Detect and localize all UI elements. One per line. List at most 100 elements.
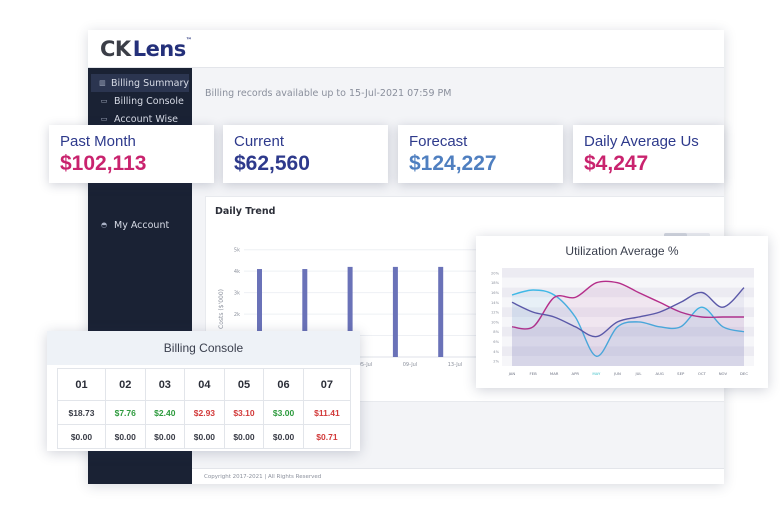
sidebar-item-account-wise[interactable]: ▭ Account Wise xyxy=(91,110,189,128)
kpi-label: Current xyxy=(234,133,285,150)
trend-y-tick: 2k xyxy=(234,312,240,318)
util-x-tick: AUG xyxy=(655,371,663,376)
trend-y-tick: 3k xyxy=(234,291,240,297)
column-header[interactable]: 01 xyxy=(57,368,106,401)
trend-bar[interactable] xyxy=(392,266,398,357)
billing-console-card: Billing Console 01 02 03 04 05 06 07 $18… xyxy=(47,331,360,451)
logo-tm-text: ™ xyxy=(185,37,192,44)
table-cell: $0.00 xyxy=(57,424,106,449)
column-header[interactable]: 07 xyxy=(302,368,352,401)
util-x-tick: JAN xyxy=(508,371,516,376)
util-series-area xyxy=(512,281,744,366)
daily-trend-title: Daily Trend xyxy=(215,206,276,217)
trend-bar[interactable] xyxy=(302,269,308,357)
kpi-value: $124,227 xyxy=(409,152,497,175)
table-cell: $18.73 xyxy=(57,400,106,425)
util-band xyxy=(502,277,754,288)
sidebar-item-my-account[interactable]: ◓ My Account xyxy=(91,216,189,234)
util-band xyxy=(502,307,754,317)
util-series-line[interactable] xyxy=(511,289,745,357)
utilization-chart: 20% 18% 16% 14% 12% 10% 8% 6% 4% 2% JAN FEB MAR APR M… xyxy=(491,268,754,376)
console-icon: ▭ xyxy=(100,97,108,105)
column-header[interactable]: 05 xyxy=(223,368,265,401)
trend-y-tick: 5k xyxy=(234,248,240,254)
table-cell: $11.41 xyxy=(302,400,352,425)
kpi-label: Forecast xyxy=(409,133,468,150)
table-cell: $0.00 xyxy=(144,424,186,449)
column-header[interactable]: 04 xyxy=(184,368,225,401)
table-cell: $2.93 xyxy=(184,400,225,425)
column-header[interactable]: 03 xyxy=(144,368,186,401)
billing-console-title: Billing Console xyxy=(47,331,360,365)
trend-bar[interactable] xyxy=(257,269,262,357)
trend-x-tick: 05-Jul xyxy=(358,362,372,368)
util-band xyxy=(502,346,754,357)
util-x-tick: FEB xyxy=(529,371,537,376)
kpi-past-month-card: Past Month $102,113 xyxy=(49,125,214,183)
column-header[interactable]: 02 xyxy=(104,368,146,401)
util-band xyxy=(502,336,754,347)
table-cell: $0.00 xyxy=(223,424,265,449)
kpi-forecast-card: Forecast $124,227 xyxy=(398,125,563,183)
bar-chart-icon: ▥ xyxy=(99,79,106,87)
util-y-tick: 16% xyxy=(491,291,500,295)
util-series-area xyxy=(512,290,744,366)
table-cell: $3.00 xyxy=(263,400,304,425)
billing-console-table: 01 02 03 04 05 06 07 $18.73 $7.76 $2.40 $2.… xyxy=(57,368,352,449)
kpi-value: $62,560 xyxy=(234,152,310,175)
util-band xyxy=(502,356,754,366)
trend-x-tick: 13-Jul xyxy=(448,362,462,368)
util-y-tick: 4% xyxy=(493,350,499,354)
sidebar-item-label: Billing Console xyxy=(114,95,184,107)
table-cell: $3.10 xyxy=(223,400,265,425)
trend-y-axis-label: Costs ($'000) xyxy=(218,289,225,329)
util-x-tick: NOV xyxy=(719,371,728,376)
util-series-line[interactable] xyxy=(511,287,745,338)
trend-bar[interactable] xyxy=(347,266,353,357)
util-y-tick: 10% xyxy=(491,320,500,324)
table-row: $0.00 $0.00 $0.00 $0.00 $0.00 $0.00 $0.71 xyxy=(57,424,352,449)
kpi-current-card: Current $62,560 xyxy=(223,125,388,183)
util-x-tick: APR xyxy=(572,371,580,376)
utilization-chart-title: Utilization Average % xyxy=(565,244,679,258)
billing-records-note: Billing records available up to 15-Jul-2… xyxy=(205,88,452,99)
util-band xyxy=(502,297,754,308)
util-x-tick: JUL xyxy=(635,371,643,376)
util-band xyxy=(502,326,754,337)
kpi-value: $4,247 xyxy=(584,152,649,175)
ck-lens-logo[interactable]: CKLens™ xyxy=(100,37,192,61)
sidebar-item-label: Billing Summary xyxy=(110,77,189,89)
trend-x-tick: 09-Jul xyxy=(403,362,417,368)
util-y-tick: 20% xyxy=(491,271,500,275)
utilization-average-card: Utilization Average % 20% 18% 16% 14% 12% 10%… xyxy=(476,236,768,388)
logo-ck-text: CK xyxy=(100,37,131,61)
sidebar-item-billing-summary[interactable]: ▥ Billing Summary xyxy=(91,74,189,92)
kpi-daily-average-card: Daily Average Us $4,247 xyxy=(573,125,724,183)
table-cell: $0.00 xyxy=(263,424,304,449)
kpi-label: Daily Average Us xyxy=(584,133,699,150)
util-x-tick: MAR xyxy=(550,371,559,376)
sidebar-item-label: Account Wise xyxy=(114,113,178,125)
util-y-tick: 2% xyxy=(493,360,499,364)
table-cell: $2.40 xyxy=(144,400,186,425)
table-header-row: 01 02 03 04 05 06 07 xyxy=(57,368,352,401)
user-icon: ◓ xyxy=(100,221,108,229)
sidebar-item-label: My Account xyxy=(114,219,170,231)
column-header[interactable]: 06 xyxy=(263,368,304,401)
trend-bar[interactable] xyxy=(438,266,444,357)
util-y-tick: 8% xyxy=(493,330,499,334)
logo-lens-text: Lens xyxy=(132,37,187,61)
table-cell: $0.00 xyxy=(184,424,225,449)
app-header: CKLens™ xyxy=(88,30,724,68)
kpi-value: $102,113 xyxy=(60,152,147,175)
table-cell: $0.71 xyxy=(302,424,352,449)
util-series-area xyxy=(512,287,744,366)
kpi-label: Past Month xyxy=(60,133,136,150)
util-band xyxy=(502,268,754,278)
account-icon: ▭ xyxy=(100,115,108,123)
copyright-footer: Copyright 2017-2021 | All Rights Reserve… xyxy=(192,468,724,484)
sidebar-item-billing-console[interactable]: ▭ Billing Console xyxy=(91,92,189,110)
util-series-line[interactable] xyxy=(511,280,744,330)
table-row: $18.73 $7.76 $2.40 $2.93 $3.10 $3.00 $11.41 xyxy=(57,400,352,425)
